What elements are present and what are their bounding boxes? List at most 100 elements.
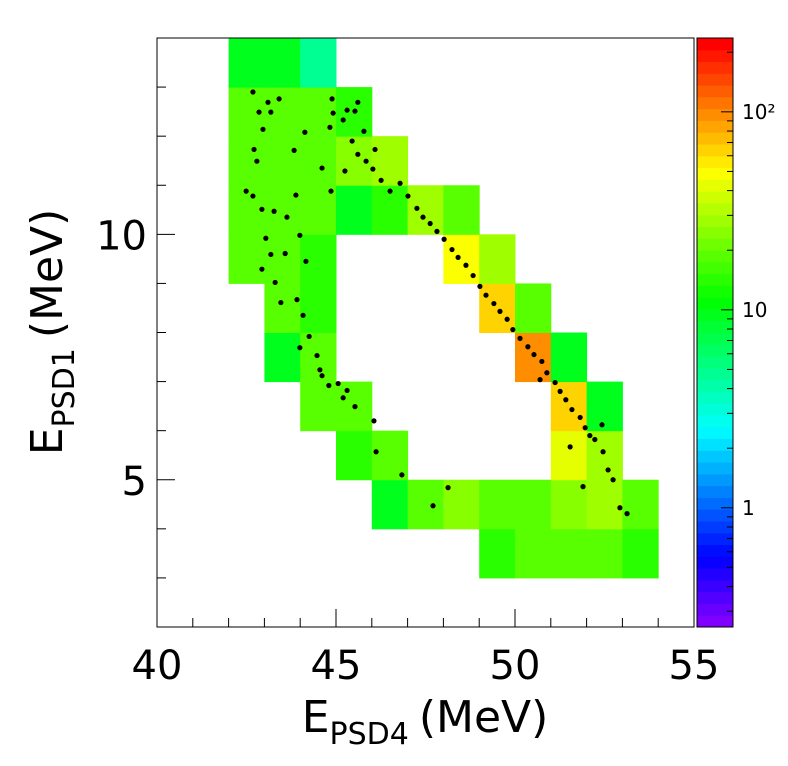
heatmap-cell bbox=[515, 528, 552, 579]
heatmap-cell bbox=[586, 528, 623, 579]
color-bar-step bbox=[697, 273, 733, 286]
x-tick-label: 50 bbox=[490, 643, 541, 689]
heatmap-cell bbox=[586, 479, 623, 530]
color-bar-step bbox=[697, 49, 733, 63]
color-bar-frame bbox=[696, 37, 734, 628]
color-bar-step bbox=[697, 38, 733, 51]
scatter-point bbox=[378, 177, 384, 183]
heatmap-cell bbox=[622, 528, 659, 579]
scatter-point bbox=[317, 367, 323, 373]
color-bar-step bbox=[697, 320, 733, 333]
scatter-point bbox=[525, 344, 531, 350]
color-bar-step bbox=[697, 450, 733, 463]
color-bar-step bbox=[697, 214, 733, 227]
heatmap-cell bbox=[300, 381, 337, 432]
scatter-point bbox=[397, 180, 403, 186]
color-bar-step bbox=[697, 285, 733, 298]
color-bar-step bbox=[697, 167, 733, 180]
scatter-point bbox=[483, 292, 489, 298]
x-subscript: PSD4 bbox=[330, 717, 409, 752]
color-bar-step bbox=[697, 144, 733, 157]
heatmap-cell bbox=[407, 479, 444, 530]
scatter-point bbox=[352, 108, 358, 114]
scatter-point bbox=[517, 335, 523, 341]
y-subscript: PSD1 bbox=[47, 348, 82, 427]
color-bar-step bbox=[697, 426, 733, 440]
scatter-point bbox=[297, 232, 303, 238]
scatter-point bbox=[243, 188, 249, 194]
scatter-point bbox=[427, 220, 433, 227]
scatter-point bbox=[587, 432, 593, 439]
scatter-point bbox=[340, 395, 346, 401]
scatter-point bbox=[344, 107, 350, 113]
y-axis-title: EPSD1 (MeV) bbox=[22, 209, 82, 456]
scatter-point bbox=[372, 146, 378, 153]
scatter-point bbox=[251, 146, 257, 153]
scatter-point bbox=[441, 236, 447, 242]
color-bar-step bbox=[697, 532, 733, 546]
scatter-point bbox=[272, 279, 278, 286]
color-bar-step bbox=[697, 520, 733, 534]
color-bar-step bbox=[697, 344, 733, 357]
scatter-point bbox=[463, 262, 469, 268]
scatter-point bbox=[405, 193, 411, 199]
x-symbol: E bbox=[302, 692, 330, 743]
scatter-point bbox=[306, 333, 312, 340]
scatter-point bbox=[420, 214, 426, 220]
scatter-point bbox=[342, 168, 348, 174]
heatmap-cell bbox=[443, 185, 480, 235]
scatter-point bbox=[552, 379, 558, 386]
color-bar-step bbox=[697, 438, 733, 451]
heatmap-cell bbox=[622, 479, 659, 530]
scatter-point bbox=[344, 387, 350, 394]
scatter-point bbox=[497, 308, 503, 314]
scatter-point bbox=[328, 188, 334, 194]
scatter-point bbox=[335, 380, 341, 387]
color-bar-step bbox=[697, 603, 733, 616]
z-tick-label: 1 bbox=[742, 496, 755, 520]
z-tick-label: 10² bbox=[742, 100, 775, 124]
scatter-point bbox=[254, 158, 260, 164]
heatmap bbox=[228, 38, 659, 579]
color-bar-step bbox=[697, 297, 733, 310]
heatmap-cell bbox=[407, 185, 444, 235]
x-tick-label: 45 bbox=[311, 643, 362, 689]
heatmap-cell bbox=[550, 332, 588, 383]
color-bar-step bbox=[697, 226, 733, 239]
scatter-point bbox=[577, 414, 583, 421]
scatter-point bbox=[250, 89, 256, 95]
heatmap-cell bbox=[515, 283, 552, 333]
scatter-point bbox=[624, 511, 630, 517]
scatter-point bbox=[399, 472, 405, 478]
color-bar-step bbox=[697, 332, 733, 345]
scatter-point bbox=[326, 382, 332, 389]
scatter-point bbox=[414, 205, 420, 211]
heatmap-cell bbox=[371, 136, 409, 186]
scatter-point bbox=[284, 214, 290, 220]
color-bar: 1 10 10² bbox=[696, 37, 775, 628]
scatter-point bbox=[455, 254, 461, 261]
heatmap-cell bbox=[264, 332, 301, 383]
scatter-point bbox=[268, 251, 274, 258]
color-bar-step bbox=[697, 73, 733, 86]
z-tick-label: 10 bbox=[742, 298, 767, 322]
scatter-point bbox=[340, 117, 346, 123]
scatter-point bbox=[256, 109, 262, 115]
scatter-point bbox=[330, 110, 336, 116]
color-bar-step bbox=[697, 132, 733, 145]
scatter-point bbox=[610, 477, 616, 483]
scatter-point bbox=[445, 485, 451, 491]
scatter-point bbox=[265, 99, 271, 105]
heatmap-cell bbox=[336, 430, 373, 481]
scatter-point bbox=[599, 422, 605, 428]
color-bar-step bbox=[697, 85, 733, 98]
heatmap-cell bbox=[586, 381, 623, 432]
scatter-point bbox=[569, 406, 575, 413]
scatter-point bbox=[539, 358, 545, 365]
scatter-point bbox=[361, 128, 367, 134]
scatter-point bbox=[371, 418, 377, 424]
scatter-point bbox=[349, 138, 355, 144]
color-bar-step bbox=[697, 191, 733, 204]
scatter-point bbox=[387, 188, 393, 194]
